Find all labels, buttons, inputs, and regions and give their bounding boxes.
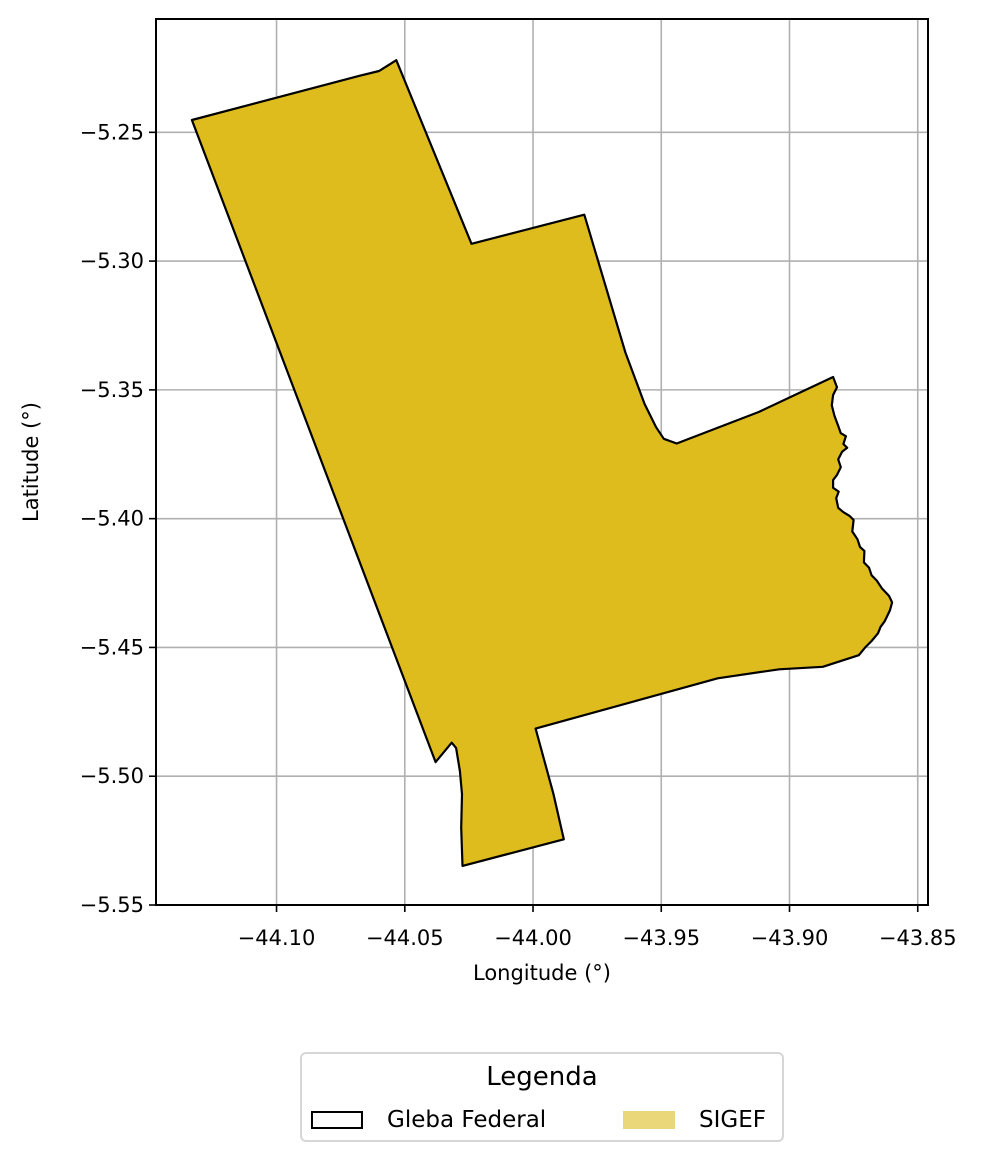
x-tick-label: −43.90 — [751, 926, 829, 950]
x-tick-label: −43.95 — [622, 926, 700, 950]
legend-swatch-outline — [311, 1111, 363, 1129]
y-tick-label: −5.30 — [80, 249, 144, 273]
x-tick-label: −44.00 — [494, 926, 572, 950]
legend-item-gleba-federal: Gleba Federal — [311, 1106, 546, 1134]
y-axis-label: Latitude (°) — [19, 402, 43, 522]
x-tick-label: −44.05 — [366, 926, 444, 950]
legend: Legenda Gleba Federal SIGEF — [300, 1052, 784, 1142]
y-tick-label: −5.25 — [80, 120, 144, 144]
axes-frame — [155, 18, 929, 906]
legend-swatch-fill — [623, 1111, 675, 1129]
y-tick-label: −5.35 — [80, 378, 144, 402]
legend-label: Gleba Federal — [387, 1107, 547, 1133]
x-axis-label: Longitude (°) — [473, 961, 611, 985]
y-tick-label: −5.55 — [80, 893, 144, 917]
legend-item-sigef: SIGEF — [623, 1106, 766, 1134]
x-tick-label: −44.10 — [238, 926, 316, 950]
y-tick-label: −5.50 — [80, 764, 144, 788]
legend-title: Legenda — [486, 1062, 598, 1092]
gleba-federal-polygon — [190, 59, 894, 867]
legend-label: SIGEF — [699, 1107, 766, 1133]
axis-ticks: −44.10 −44.05 −44.00 −43.95 −43.90 −43.85 −5.2… — [80, 120, 957, 950]
y-tick-label: −5.40 — [80, 507, 144, 531]
x-tick-label: −43.85 — [879, 926, 957, 950]
y-tick-label: −5.45 — [80, 635, 144, 659]
